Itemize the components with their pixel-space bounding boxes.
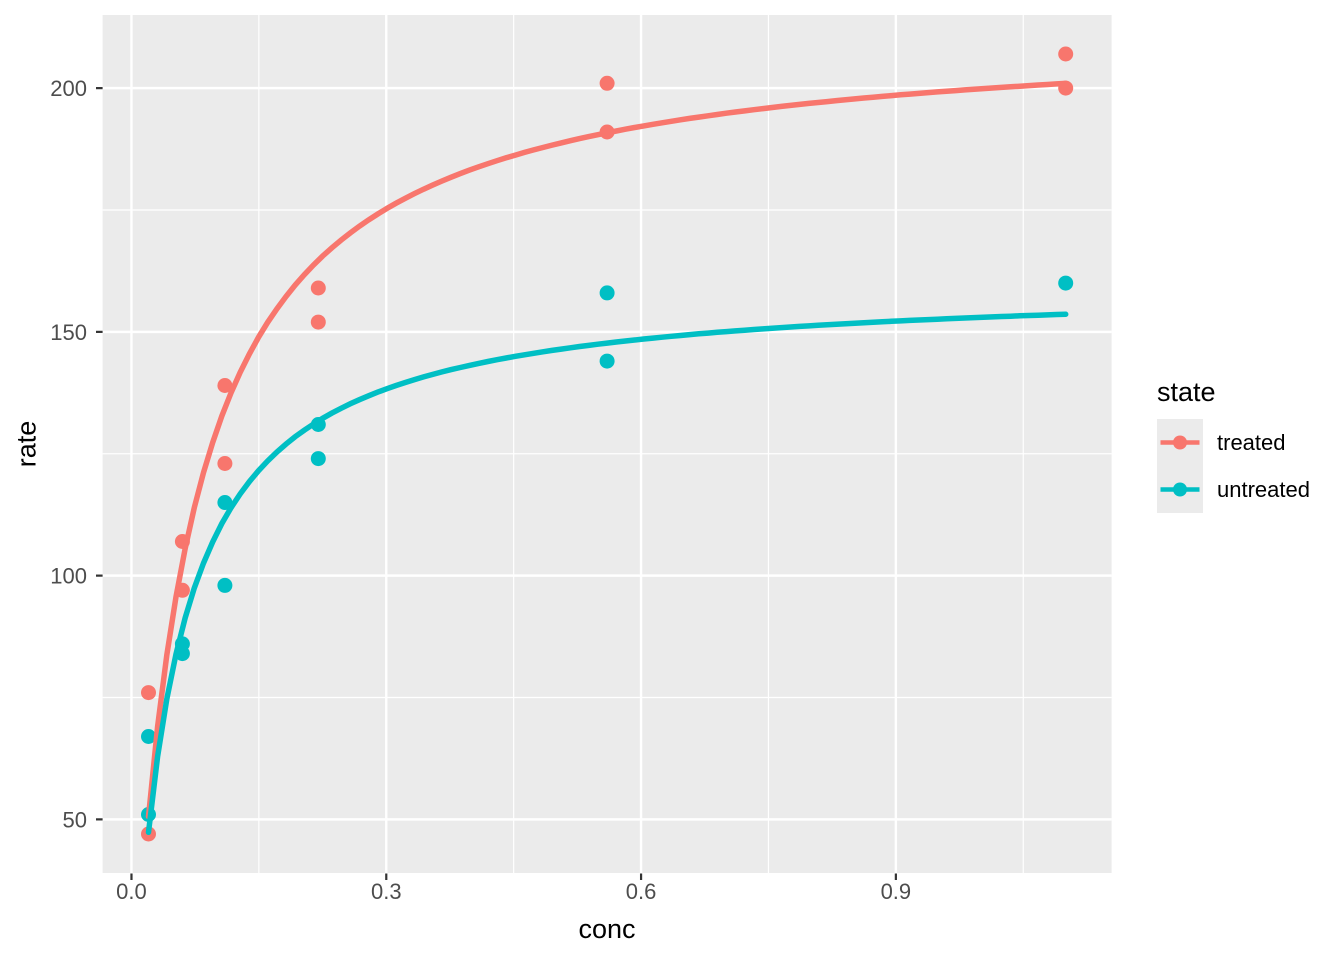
y-tick-label: 200 <box>50 76 87 101</box>
x-tick-label: 0.3 <box>371 879 402 904</box>
legend: state treated untreated <box>1157 379 1310 513</box>
legend-key-point-untreated <box>1173 482 1187 497</box>
point-untreated <box>217 495 233 510</box>
point-untreated <box>217 577 233 593</box>
x-axis-title: conc <box>578 914 636 944</box>
x-tick-label: 0.0 <box>116 879 147 904</box>
smooth-line-untreated <box>145 311 1069 836</box>
panel-background <box>102 15 1112 873</box>
point-treated <box>310 314 326 330</box>
x-tick-label: 0.6 <box>626 879 657 904</box>
point-treated <box>217 378 233 393</box>
legend-key-treated <box>1157 419 1203 466</box>
y-tick-label: 50 <box>63 807 87 832</box>
legend-entry-untreated: untreated <box>1157 466 1310 513</box>
legend-title: state <box>1157 377 1216 407</box>
y-tick-label: 150 <box>50 320 87 345</box>
legend-key-untreated <box>1157 466 1203 513</box>
legend-label-treated: treated <box>1217 429 1286 455</box>
point-treated <box>1058 46 1074 62</box>
point-untreated <box>599 285 615 301</box>
point-untreated <box>1058 275 1074 291</box>
point-treated <box>310 280 326 296</box>
legend-key-point-treated <box>1173 435 1187 450</box>
x-tick-label: 0.9 <box>881 879 912 904</box>
point-untreated <box>310 451 326 467</box>
point-treated <box>599 75 615 91</box>
y-tick-label: 100 <box>50 564 87 589</box>
y-axis-title: rate <box>11 420 42 468</box>
legend-entry-treated: treated <box>1157 419 1310 466</box>
legend-label-untreated: untreated <box>1217 476 1310 502</box>
point-untreated <box>599 353 615 369</box>
point-untreated <box>141 729 156 744</box>
point-treated <box>217 456 233 471</box>
point-treated <box>141 685 156 701</box>
smooth-line-treated <box>145 80 1069 820</box>
